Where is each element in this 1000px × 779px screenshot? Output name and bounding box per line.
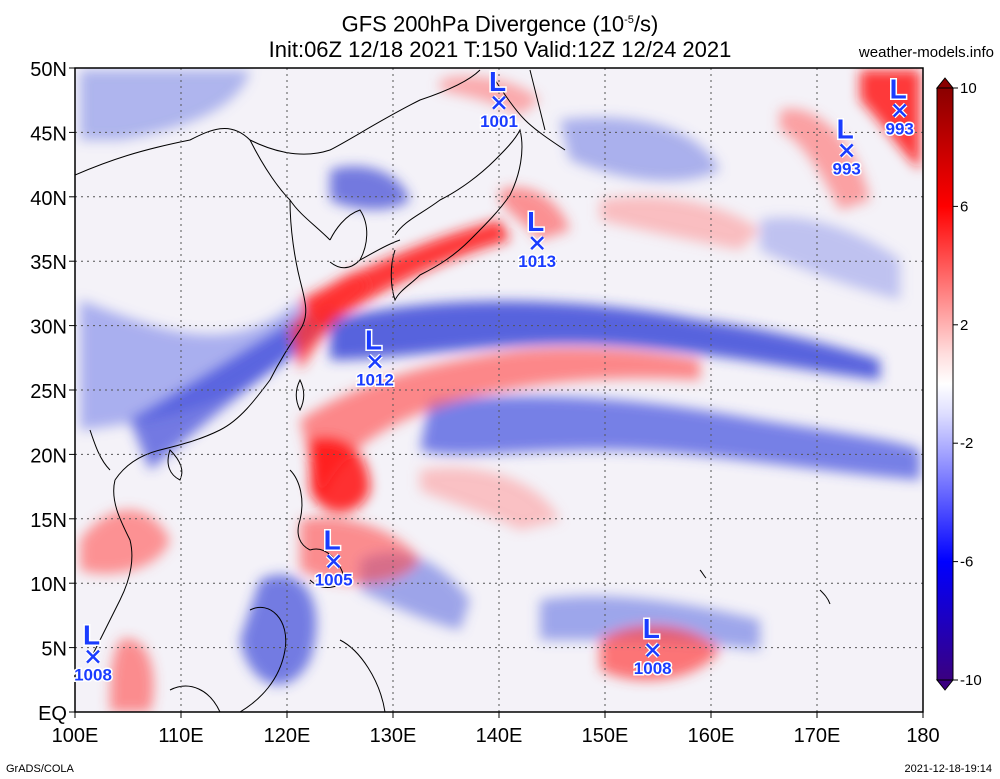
lon-tick-label: 170E: [794, 725, 841, 747]
low-symbol: L: [890, 74, 907, 105]
lon-tick-label: 100E: [52, 725, 99, 747]
lat-tick-label: 10N: [30, 574, 67, 596]
lat-tick-label: 40N: [30, 188, 67, 210]
lat-tick-label: 45N: [30, 123, 67, 145]
low-marker: L 1008: [632, 612, 673, 680]
low-pressure-label: 1001: [480, 112, 518, 131]
low-x-icon: [839, 143, 854, 158]
low-symbol: L: [643, 613, 660, 644]
lat-tick-label: 5N: [41, 639, 67, 661]
colorbar-label: -10: [960, 672, 982, 689]
site-label: weather-models.info: [858, 44, 994, 61]
low-symbol: L: [489, 66, 506, 97]
colorbar-label: 10: [960, 80, 977, 97]
lat-tick-label: 15N: [30, 510, 67, 532]
low-marker: L 993: [884, 72, 915, 140]
low-pressure-markers: L 1001 L 1013 L 1012 L 1005 L 1008 L 1008 L 993 L 993: [73, 64, 916, 686]
lat-tick-label: EQ: [38, 703, 67, 725]
low-symbol: L: [324, 524, 341, 555]
low-marker: L 1013: [517, 205, 558, 273]
lon-tick-label: 160E: [688, 725, 735, 747]
divergence-field: [75, 68, 923, 712]
low-x-icon: [645, 643, 660, 658]
lat-tick-label: 35N: [30, 252, 67, 274]
footer-credit: GrADS/COLA: [6, 763, 74, 775]
lon-axis: 100E 110E 120E 130E 140E 150E 160E 170E 180: [52, 712, 940, 747]
low-symbol: L: [365, 325, 382, 356]
low-pressure-label: 993: [885, 120, 913, 139]
low-x-icon: [368, 354, 382, 369]
low-pressure-label: 1012: [356, 371, 394, 390]
lat-tick-label: 20N: [30, 445, 67, 467]
low-marker: L 1012: [355, 323, 396, 391]
low-symbol: L: [837, 113, 854, 144]
lon-tick-label: 140E: [476, 725, 523, 747]
chart-subtitle: Init:06Z 12/18 2021 T:150 Valid:12Z 12/2…: [268, 37, 732, 62]
colorbar-label: 2: [960, 317, 968, 334]
low-symbol: L: [527, 206, 544, 237]
colorbar-label: -6: [960, 554, 973, 571]
low-symbol: L: [83, 620, 100, 651]
low-x-icon: [326, 554, 341, 569]
low-x-icon: [892, 103, 907, 118]
lon-tick-label: 180: [906, 725, 939, 747]
low-x-icon: [530, 236, 545, 251]
chart-title: GFS 200hPa Divergence (10-5/s): [341, 11, 659, 37]
lon-tick-label: 110E: [158, 725, 203, 747]
colorbar-label: -2: [960, 435, 973, 452]
low-x-icon: [492, 95, 506, 110]
low-marker: L 1001: [479, 64, 520, 132]
low-pressure-label: 1013: [518, 252, 556, 271]
low-pressure-label: 1008: [74, 666, 112, 685]
colorbar-label: 6: [960, 198, 968, 215]
low-x-icon: [86, 649, 100, 664]
lat-axis: 50N 45N 40N 35N 30N 25N 20N 15N 10N 5N EQ: [30, 59, 75, 725]
colorbar: 10 6 2 -2 -6 -10: [935, 77, 982, 691]
lon-tick-label: 120E: [264, 725, 311, 747]
lat-tick-label: 50N: [30, 59, 67, 81]
lon-tick-label: 150E: [582, 725, 629, 747]
low-marker: L 993: [831, 112, 862, 180]
lat-tick-label: 25N: [30, 381, 67, 403]
low-pressure-label: 1008: [634, 659, 672, 678]
low-marker: L 1005: [313, 523, 354, 591]
low-marker: L 1008: [73, 618, 114, 686]
low-pressure-label: 993: [832, 159, 860, 178]
lat-tick-label: 30N: [30, 317, 67, 339]
footer-timestamp: 2021-12-18-19:14: [904, 763, 992, 775]
low-pressure-label: 1005: [315, 570, 353, 589]
lon-tick-label: 130E: [370, 725, 417, 747]
coastlines: [75, 69, 831, 712]
